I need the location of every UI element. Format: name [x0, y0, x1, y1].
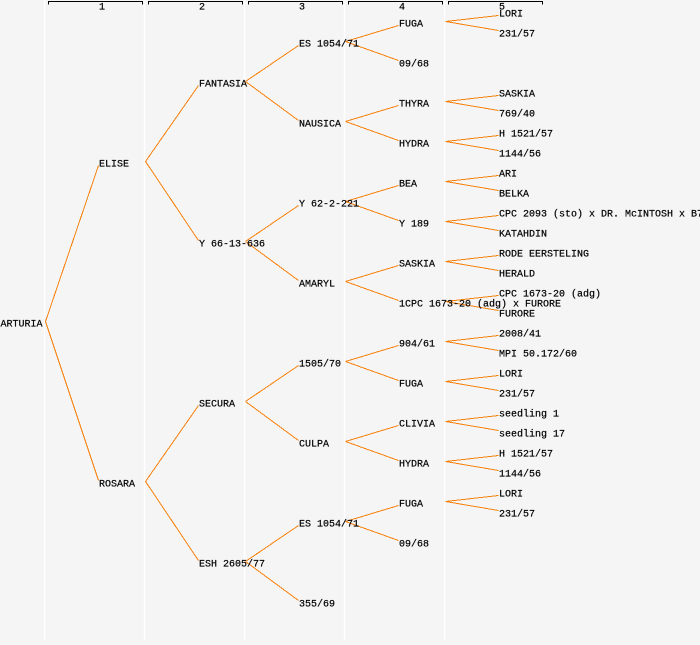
svg-text:Y 62-2-221: Y 62-2-221: [299, 200, 359, 211]
svg-text:1CPC 1673-20 (adg) x FURORE: 1CPC 1673-20 (adg) x FURORE: [399, 299, 561, 311]
svg-text:231/57: 231/57: [499, 389, 535, 401]
svg-text:FANTASIA: FANTASIA: [199, 80, 247, 91]
svg-text:seedling 17: seedling 17: [499, 429, 565, 441]
svg-text:2008/41: 2008/41: [499, 329, 541, 341]
svg-text:CPC 2093 (sto) x DR. McINTOSH: CPC 2093 (sto) x DR. McINTOSH x B74: [499, 209, 700, 221]
svg-text:FUGA: FUGA: [399, 380, 423, 391]
svg-text:BELKA: BELKA: [499, 190, 529, 201]
svg-text:HYDRA: HYDRA: [399, 460, 429, 471]
svg-text:LORI: LORI: [499, 490, 523, 501]
svg-text:BEA: BEA: [399, 180, 417, 191]
svg-text:904/61: 904/61: [399, 339, 435, 351]
svg-text:CLIVIA: CLIVIA: [399, 420, 435, 431]
svg-text:ES 1054/71: ES 1054/71: [299, 39, 359, 51]
svg-text:2: 2: [199, 3, 205, 14]
svg-text:355/69: 355/69: [299, 599, 335, 611]
svg-text:231/57: 231/57: [499, 29, 535, 41]
svg-text:3: 3: [299, 3, 305, 14]
svg-text:ESH 2605/77: ESH 2605/77: [199, 559, 265, 571]
svg-text:ES 1054/71: ES 1054/71: [299, 519, 359, 531]
svg-text:09/68: 09/68: [399, 59, 429, 71]
svg-text:THYRA: THYRA: [399, 100, 429, 111]
svg-text:RODE EERSTELING: RODE EERSTELING: [499, 250, 589, 261]
svg-text:KATAHDIN: KATAHDIN: [499, 230, 547, 241]
svg-text:CULPA: CULPA: [299, 440, 329, 451]
svg-text:5: 5: [499, 3, 505, 14]
svg-text:ELISE: ELISE: [99, 160, 129, 171]
svg-text:seedling 1: seedling 1: [499, 409, 559, 421]
svg-text:LORI: LORI: [499, 10, 523, 21]
svg-text:769/40: 769/40: [499, 109, 535, 121]
svg-text:FUGA: FUGA: [399, 20, 423, 31]
svg-text:1144/56: 1144/56: [499, 469, 541, 481]
svg-text:HYDRA: HYDRA: [399, 140, 429, 151]
svg-text:1505/70: 1505/70: [299, 359, 341, 371]
svg-text:MPI 50.172/60: MPI 50.172/60: [499, 349, 577, 361]
svg-text:AMARYL: AMARYL: [299, 280, 335, 291]
svg-text:ARI: ARI: [499, 170, 517, 181]
svg-text:SASKIA: SASKIA: [499, 90, 535, 101]
svg-text:FUGA: FUGA: [399, 500, 423, 511]
svg-text:CPC 1673-20 (adg): CPC 1673-20 (adg): [499, 289, 601, 301]
svg-text:1: 1: [99, 3, 105, 14]
svg-text:H 1521/57: H 1521/57: [499, 449, 553, 461]
svg-text:FURORE: FURORE: [499, 310, 535, 321]
svg-text:1144/56: 1144/56: [499, 149, 541, 161]
svg-text:ARTURIA: ARTURIA: [1, 320, 43, 331]
svg-text:Y 66-13-636: Y 66-13-636: [199, 240, 265, 251]
svg-text:ROSARA: ROSARA: [99, 480, 135, 491]
svg-text:H 1521/57: H 1521/57: [499, 129, 553, 141]
svg-text:SECURA: SECURA: [199, 400, 235, 411]
svg-text:SASKIA: SASKIA: [399, 260, 435, 271]
svg-text:NAUSICA: NAUSICA: [299, 120, 341, 131]
svg-text:231/57: 231/57: [499, 509, 535, 521]
svg-text:09/68: 09/68: [399, 539, 429, 551]
svg-text:LORI: LORI: [499, 370, 523, 381]
svg-text:HERALD: HERALD: [499, 270, 535, 281]
svg-text:Y 189: Y 189: [399, 220, 429, 231]
svg-text:4: 4: [399, 3, 405, 14]
